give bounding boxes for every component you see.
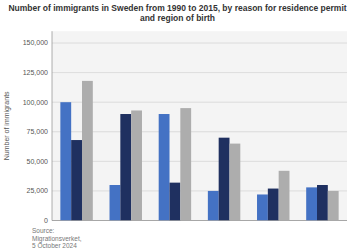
bar xyxy=(170,183,181,221)
grid-line xyxy=(52,72,347,73)
bar xyxy=(131,110,142,220)
plot-background xyxy=(52,31,347,220)
bars xyxy=(60,81,338,221)
y-tick-label: 100,000 xyxy=(23,99,48,106)
bar xyxy=(159,114,170,220)
y-tick-label: 0 xyxy=(44,217,48,224)
bar xyxy=(208,191,219,221)
bar xyxy=(317,185,328,220)
chart: Number of immigrants in Sweden from 1990… xyxy=(0,0,355,252)
y-tick-label: 150,000 xyxy=(23,39,48,46)
grid-line xyxy=(52,161,347,162)
bar xyxy=(110,185,121,220)
bar xyxy=(219,138,230,221)
bar xyxy=(229,144,240,221)
bar xyxy=(82,81,93,221)
title: Number of immigrants in Sweden from 1990… xyxy=(8,3,346,23)
grid-line xyxy=(52,43,347,44)
source-note: Source:Migrationsverket,5 October 2024 xyxy=(32,227,82,249)
bar xyxy=(268,189,279,221)
bar xyxy=(120,114,131,220)
y-axis-line xyxy=(52,31,53,220)
bar xyxy=(257,194,268,220)
bar xyxy=(180,108,191,220)
grid-line xyxy=(52,190,347,191)
bar xyxy=(60,102,71,220)
grid-line xyxy=(52,131,347,132)
grid-line xyxy=(52,220,347,221)
bar xyxy=(279,171,290,221)
y-tick-label: 75,000 xyxy=(27,128,49,135)
bar xyxy=(306,187,317,220)
y-tick-label: 25,000 xyxy=(27,187,49,194)
grid-line xyxy=(52,102,347,103)
y-axis-label: Number of immigrants xyxy=(3,91,11,160)
y-tick-label: 50,000 xyxy=(27,158,49,165)
bar xyxy=(71,140,82,220)
y-tick-label: 125,000 xyxy=(23,69,48,76)
bar xyxy=(328,191,339,221)
x-axis-line xyxy=(52,220,347,221)
